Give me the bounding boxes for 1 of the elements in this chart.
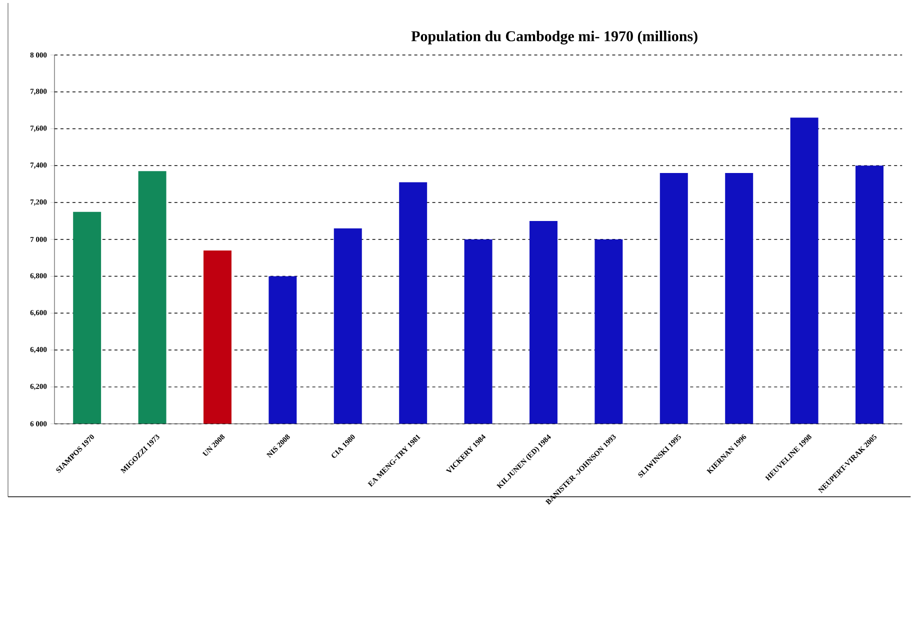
chart-title: Population du Cambodge mi- 1970 (millions) — [411, 30, 698, 45]
